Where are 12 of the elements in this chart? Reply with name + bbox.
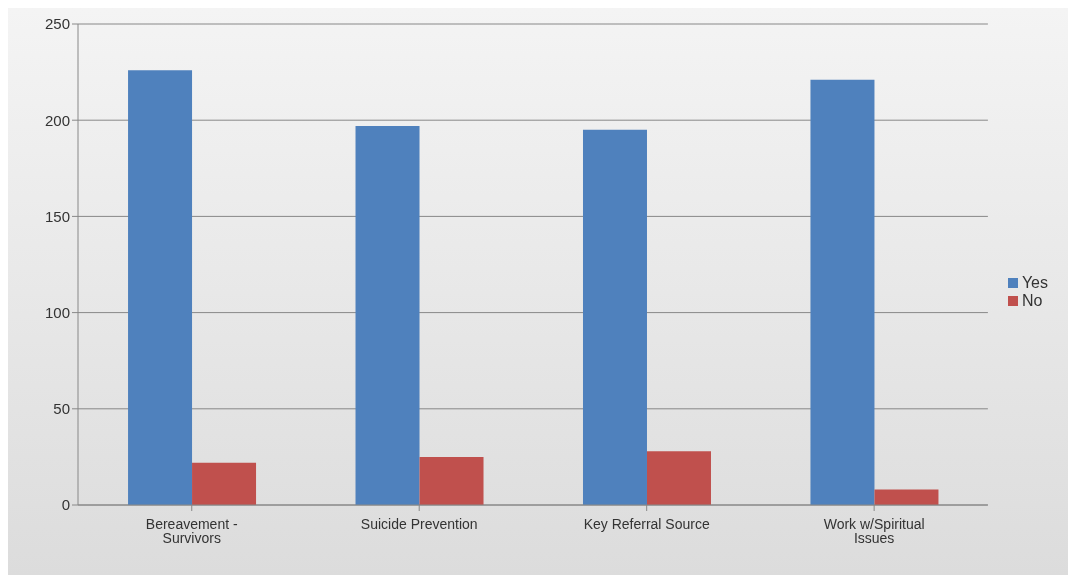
x-tick-label: Suicide Prevention — [360, 515, 478, 532]
x-tick-label: Bereavement - Survivors — [145, 515, 238, 546]
x-tick-label: Work w/Spiritual Issues — [823, 515, 925, 546]
y-tick-label: 150 — [44, 207, 70, 225]
x-tick-label: Key Referral Source — [583, 515, 710, 532]
y-tick-label: 250 — [44, 15, 70, 33]
legend-label: No — [1021, 291, 1043, 309]
y-tick-label: 100 — [44, 303, 70, 321]
y-tick-label: 0 — [61, 496, 70, 514]
y-tick-label: 50 — [53, 400, 70, 418]
legend-label: Yes — [1021, 273, 1048, 291]
y-tick-label: 200 — [44, 111, 70, 129]
